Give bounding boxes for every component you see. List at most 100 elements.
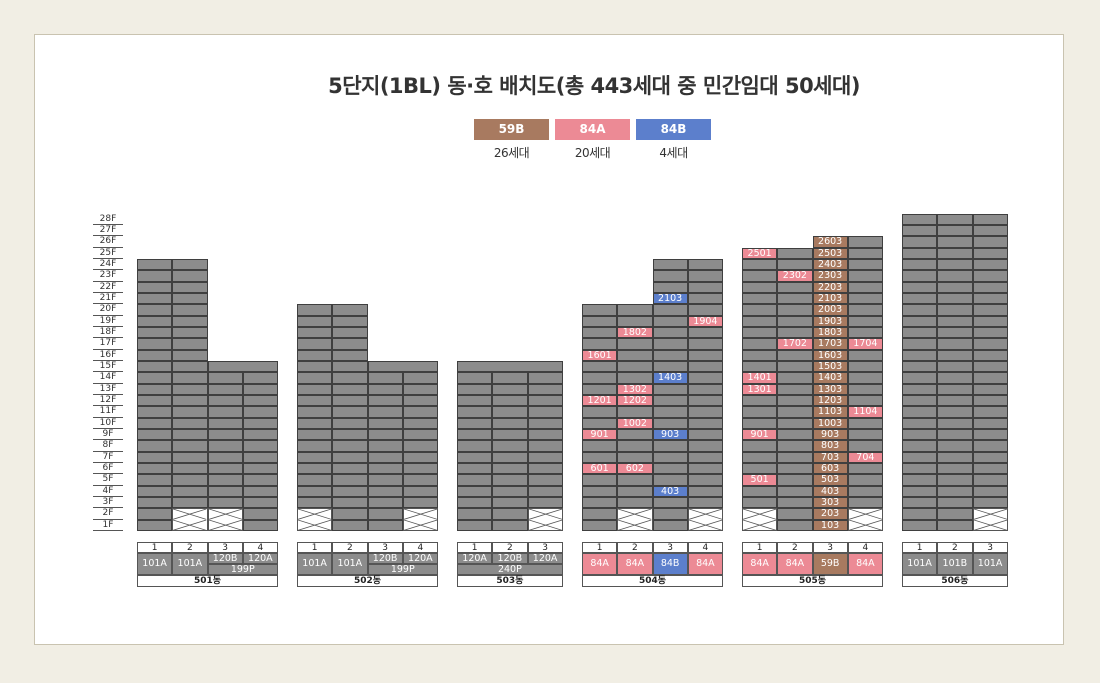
unit-cell[interactable]: 1503 (812, 361, 848, 373)
floor-label: 24F (93, 259, 123, 271)
unit-cell[interactable]: 602 (617, 463, 653, 475)
unit-cell[interactable]: 803 (812, 440, 848, 452)
unit-cell[interactable]: 403 (812, 485, 848, 497)
unit-cell[interactable]: 2003 (812, 304, 848, 316)
unit-cell[interactable]: 704 (847, 451, 883, 464)
floor-cell (937, 474, 973, 486)
unit-cell[interactable]: 403 (652, 485, 688, 497)
floor-cell (527, 406, 563, 418)
floor-cell (527, 485, 563, 497)
floor-cell (902, 440, 938, 452)
unit-cell[interactable]: 1401 (742, 372, 778, 384)
floor-cell (652, 417, 688, 430)
floor-cell (297, 361, 333, 373)
building-name: 504동 (582, 575, 723, 587)
floor-cell (902, 315, 938, 328)
floor-cell (172, 406, 208, 418)
unit-cell[interactable]: 203 (812, 508, 848, 520)
floor-cell (492, 372, 528, 384)
legend-swatch-84b: 84B (636, 119, 711, 140)
floor-cell (777, 429, 813, 441)
floor-cell (902, 213, 938, 226)
floor-cell (687, 474, 723, 486)
unit-type-label: 84A (847, 553, 883, 575)
unit-cell[interactable]: 1403 (812, 372, 848, 384)
unit-cell[interactable]: 1202 (617, 395, 653, 407)
building-name: 505동 (742, 575, 883, 587)
floor-cell (937, 213, 973, 226)
floor-cell (847, 440, 883, 452)
floor-cell (937, 451, 973, 464)
unit-cell[interactable]: 2103 (812, 293, 848, 305)
unit-cell[interactable]: 1301 (742, 383, 778, 396)
unit-cell[interactable]: 1103 (812, 406, 848, 418)
floor-cell (742, 406, 778, 418)
floor-cell (937, 247, 973, 260)
legend-swatch-84a: 84A (555, 119, 630, 140)
unit-cell[interactable]: 1802 (617, 327, 653, 339)
floor-cell (652, 304, 688, 316)
floor-cell (902, 485, 938, 497)
floor-cell (172, 372, 208, 384)
unit-cell[interactable]: 603 (812, 463, 848, 475)
unit-cell[interactable]: 1303 (812, 383, 848, 396)
floor-cell (457, 383, 493, 396)
unit-cell[interactable]: 903 (652, 429, 688, 441)
floor-cell (617, 406, 653, 418)
floor-cell (582, 474, 618, 486)
floor-cell (687, 485, 723, 497)
unit-cell[interactable]: 703 (812, 451, 848, 464)
unit-cell[interactable]: 1903 (812, 315, 848, 328)
legend-count-84a: 20세대 (574, 146, 611, 160)
unit-cell[interactable]: 1803 (812, 327, 848, 339)
unit-cell[interactable]: 303 (812, 497, 848, 509)
unit-cell[interactable]: 1104 (847, 406, 883, 418)
pilotis-block (172, 508, 208, 531)
unit-cell[interactable]: 2302 (777, 270, 813, 282)
unit-cell[interactable]: 2203 (812, 281, 848, 294)
unit-cell[interactable]: 903 (812, 429, 848, 441)
unit-cell[interactable]: 1201 (582, 395, 618, 407)
unit-cell[interactable]: 503 (812, 474, 848, 486)
unit-cell[interactable]: 1904 (687, 315, 723, 328)
unit-cell[interactable]: 601 (582, 463, 618, 475)
unit-cell[interactable]: 103 (812, 519, 848, 531)
line-number: 1 (902, 542, 938, 553)
unit-cell[interactable]: 2603 (812, 236, 848, 248)
floor-cell (582, 304, 618, 316)
unit-cell[interactable]: 1002 (617, 417, 653, 430)
unit-cell[interactable]: 1203 (812, 395, 848, 407)
floor-cell (972, 304, 1008, 316)
unit-cell[interactable]: 1704 (847, 338, 883, 350)
unit-cell[interactable]: 901 (582, 429, 618, 441)
unit-cell[interactable]: 1702 (777, 338, 813, 350)
floor-cell (172, 485, 208, 497)
floor-cell (137, 259, 173, 271)
floor-cell (172, 463, 208, 475)
floor-cell (402, 440, 438, 452)
unit-cell[interactable]: 1703 (812, 338, 848, 350)
unit-cell[interactable]: 2403 (812, 259, 848, 271)
unit-cell[interactable]: 1302 (617, 383, 653, 396)
unit-cell[interactable]: 2503 (812, 247, 848, 260)
floor-cell (457, 497, 493, 509)
floor-cell (332, 429, 368, 441)
unit-cell[interactable]: 1603 (812, 349, 848, 362)
floor-cell (847, 259, 883, 271)
floor-label: 17F (93, 338, 123, 350)
floor-cell (742, 451, 778, 464)
floor-label: 21F (93, 293, 123, 305)
unit-cell[interactable]: 2501 (742, 247, 778, 260)
unit-cell[interactable]: 501 (742, 474, 778, 486)
floor-cell (137, 315, 173, 328)
floor-cell (172, 497, 208, 509)
unit-cell[interactable]: 1403 (652, 372, 688, 384)
floor-cell (742, 361, 778, 373)
unit-cell[interactable]: 2103 (652, 293, 688, 305)
unit-cell[interactable]: 1003 (812, 417, 848, 430)
unit-cell[interactable]: 901 (742, 429, 778, 441)
unit-cell[interactable]: 2303 (812, 270, 848, 282)
floor-cell (207, 451, 243, 464)
floor-cell (207, 485, 243, 497)
unit-cell[interactable]: 1601 (582, 349, 618, 362)
